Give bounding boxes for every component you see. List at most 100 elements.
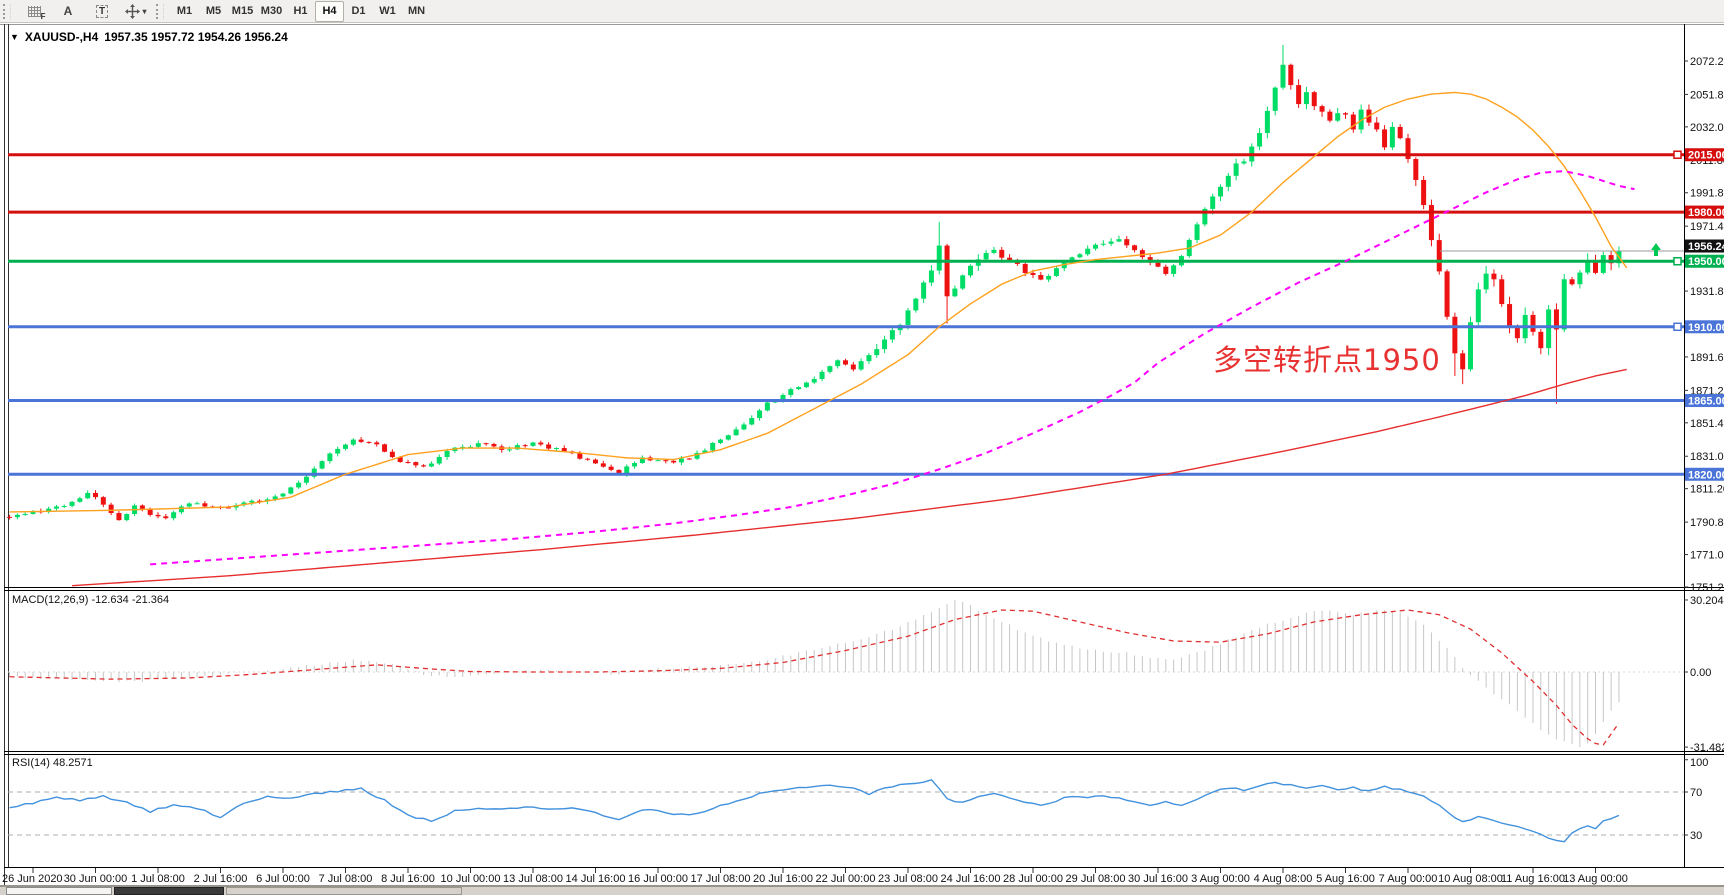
date-label: 8 Jul 16:00 bbox=[381, 873, 435, 885]
svg-text:1891.60: 1891.60 bbox=[1690, 352, 1724, 364]
date-label: 1 Jul 08:00 bbox=[131, 873, 185, 885]
date-axis: 26 Jun 2020 30 Jun 00:00 1 Jul 08:00 2 Jul … bbox=[2, 868, 1628, 885]
date-label: 2 Jul 16:00 bbox=[194, 873, 248, 885]
date-label: 7 Jul 08:00 bbox=[319, 873, 373, 885]
date-label: 13 Aug 00:00 bbox=[1563, 873, 1628, 885]
panel-borders bbox=[0, 24, 1724, 886]
cursor-arrows-glyph bbox=[125, 3, 141, 19]
date-label: 6 Jul 00:00 bbox=[256, 873, 310, 885]
annotation-text: 多空转折点1950 bbox=[1213, 343, 1441, 377]
svg-text:1751.20: 1751.20 bbox=[1690, 582, 1724, 594]
bottom-tab-2[interactable] bbox=[226, 887, 462, 895]
svg-text:1991.80: 1991.80 bbox=[1690, 188, 1724, 200]
date-label: 4 Aug 08:00 bbox=[1254, 873, 1313, 885]
svg-text:1980.00: 1980.00 bbox=[1688, 207, 1724, 219]
toolbar-drag-handle[interactable] bbox=[3, 3, 11, 19]
timeframe-button-M5[interactable]: M5 bbox=[205, 5, 222, 17]
timeframe-button-M1[interactable]: M1 bbox=[176, 5, 193, 17]
chart-title-triangle-icon: ▼ bbox=[10, 32, 19, 42]
rsi-panel: 100 70 30 bbox=[8, 757, 1708, 843]
ma-fast-line bbox=[9, 91, 1628, 513]
date-label: 28 Jul 00:00 bbox=[1003, 873, 1063, 885]
hline-2015.00[interactable] bbox=[8, 150, 1684, 159]
svg-text:1950.00: 1950.00 bbox=[1688, 256, 1724, 268]
current-price-badge: 1956.24 bbox=[1685, 239, 1724, 253]
macd-panel: 30.204 0.00 -31.482 bbox=[8, 595, 1724, 754]
text-box-icon[interactable]: T bbox=[86, 1, 118, 22]
svg-text:1931.80: 1931.80 bbox=[1690, 286, 1724, 298]
rsi-indicator-label: RSI(14) 48.2571 bbox=[12, 757, 93, 769]
date-label: 17 Jul 08:00 bbox=[691, 873, 751, 885]
macd-signal-line bbox=[9, 609, 1620, 746]
price-badge-1910.00: 1910.00 bbox=[1685, 320, 1724, 334]
svg-text:1910.00: 1910.00 bbox=[1688, 322, 1724, 334]
svg-text:1831.00: 1831.00 bbox=[1690, 451, 1724, 463]
date-label: 16 Jul 00:00 bbox=[628, 873, 688, 885]
svg-text:1790.80: 1790.80 bbox=[1690, 517, 1724, 529]
candles-layer bbox=[7, 44, 1622, 522]
timeframe-button-H1[interactable]: H1 bbox=[293, 5, 308, 17]
price-badge-1980.00: 1980.00 bbox=[1685, 205, 1724, 219]
price-badge-1865.00: 1865.00 bbox=[1685, 394, 1724, 408]
date-label: 24 Jul 16:00 bbox=[941, 873, 1001, 885]
timeframe-button-W1[interactable]: W1 bbox=[379, 5, 396, 17]
date-label: 20 Jul 16:00 bbox=[753, 873, 813, 885]
svg-text:2051.80: 2051.80 bbox=[1690, 89, 1724, 101]
date-label: 5 Aug 16:00 bbox=[1316, 873, 1375, 885]
date-label: 11 Aug 16:00 bbox=[1501, 873, 1565, 885]
svg-text:1811.20: 1811.20 bbox=[1690, 484, 1724, 496]
toolbar: F A T ▾ M1 M5 M15 M30 H1 H4 D1 W1 MN bbox=[0, 0, 1724, 23]
hline-handle[interactable] bbox=[1673, 150, 1682, 159]
date-label: 30 Jun 00:00 bbox=[64, 873, 128, 885]
text-label-icon[interactable]: A bbox=[63, 4, 73, 18]
cursor-arrows-icon[interactable]: ▾ bbox=[120, 1, 152, 22]
svg-text:1865.00: 1865.00 bbox=[1688, 396, 1724, 408]
hline-1910.00[interactable] bbox=[8, 322, 1684, 332]
date-label: 7 Aug 00:00 bbox=[1379, 873, 1438, 885]
bottom-tab-1[interactable] bbox=[6, 887, 112, 895]
svg-text:30: 30 bbox=[1690, 830, 1702, 842]
date-label: 29 Jul 08:00 bbox=[1066, 873, 1126, 885]
timeframe-button-M15[interactable]: M15 bbox=[231, 5, 254, 17]
svg-text:-31.482: -31.482 bbox=[1690, 742, 1724, 754]
svg-text:100: 100 bbox=[1690, 757, 1708, 769]
date-label: 26 Jun 2020 bbox=[2, 873, 63, 885]
hline-handle[interactable] bbox=[1673, 256, 1682, 266]
chart-ohlc-values: 1957.35 1957.72 1954.26 1956.24 bbox=[104, 30, 288, 44]
svg-text:30.204: 30.204 bbox=[1690, 595, 1724, 607]
ma-slow-line bbox=[72, 368, 1627, 587]
timeframe-button-H4[interactable]: H4 bbox=[315, 0, 344, 22]
price-badge-1820.00: 1820.00 bbox=[1685, 467, 1724, 481]
chevron-down-icon: ▾ bbox=[142, 6, 147, 16]
rsi-line bbox=[9, 778, 1620, 843]
bottom-tab-bar bbox=[0, 886, 1724, 895]
svg-text:1956.24: 1956.24 bbox=[1688, 241, 1724, 253]
bottom-tab-active[interactable] bbox=[114, 887, 224, 895]
timeframe-button-D1[interactable]: D1 bbox=[351, 5, 366, 17]
date-label: 3 Aug 00:00 bbox=[1191, 873, 1250, 885]
timeframe-button-M30[interactable]: M30 bbox=[260, 5, 283, 17]
svg-text:1771.00: 1771.00 bbox=[1690, 550, 1724, 562]
chart-grid-icon[interactable]: F bbox=[18, 1, 50, 22]
svg-text:2072.20: 2072.20 bbox=[1690, 56, 1724, 68]
svg-text:1971.40: 1971.40 bbox=[1690, 221, 1724, 233]
ma-mid-line bbox=[150, 170, 1635, 566]
date-label: 30 Jul 16:00 bbox=[1128, 873, 1188, 885]
svg-text:2015.00: 2015.00 bbox=[1688, 150, 1724, 162]
svg-text:1820.00: 1820.00 bbox=[1688, 469, 1724, 481]
svg-text:1851.40: 1851.40 bbox=[1690, 418, 1724, 430]
hline-handle[interactable] bbox=[1673, 322, 1682, 332]
date-label: 10 Jul 00:00 bbox=[441, 873, 501, 885]
timeframe-button-MN[interactable]: MN bbox=[407, 5, 426, 17]
date-label: 13 Jul 08:00 bbox=[503, 873, 563, 885]
svg-text:2032.00: 2032.00 bbox=[1690, 122, 1724, 134]
chart-symbol-timeframe: XAUUSD-,H4 bbox=[24, 30, 99, 44]
date-label: 10 Aug 08:00 bbox=[1438, 873, 1503, 885]
date-label: 14 Jul 16:00 bbox=[566, 873, 626, 885]
chart-title: ▼ XAUUSD-,H4 1957.35 1957.72 1954.26 195… bbox=[10, 30, 288, 44]
date-label: 23 Jul 08:00 bbox=[878, 873, 938, 885]
timeframe-toolbar-drag-handle[interactable] bbox=[156, 3, 164, 19]
hline-1950.00[interactable] bbox=[8, 256, 1684, 266]
